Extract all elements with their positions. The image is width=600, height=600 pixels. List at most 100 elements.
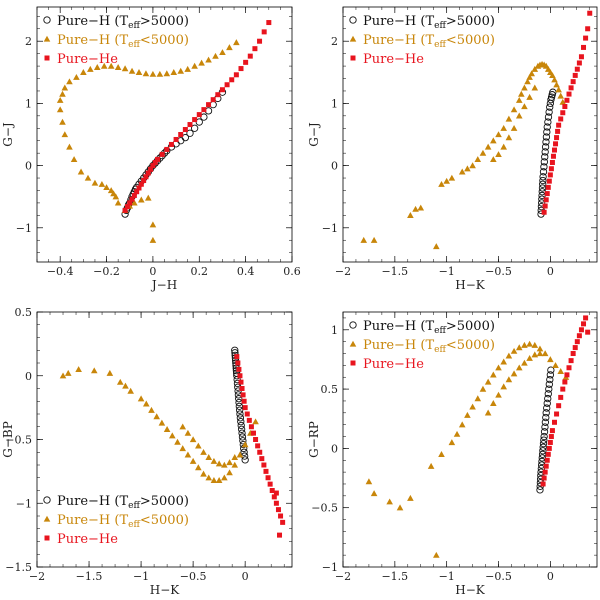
y-axis-label: G−J [1, 122, 15, 147]
data-point-triangle [515, 112, 523, 119]
data-point-triangle [114, 199, 122, 206]
data-point-triangle [484, 409, 492, 416]
data-point-circle [545, 385, 553, 393]
data-point-triangle [252, 418, 259, 425]
data-point-triangle [438, 180, 445, 187]
y-tick-label: −0.5 [5, 434, 32, 447]
data-point-triangle [87, 65, 94, 72]
data-point-circle [237, 417, 245, 426]
data-point-triangle [70, 156, 78, 163]
data-point-triangle [484, 143, 492, 150]
data-point-circle [543, 404, 551, 412]
panel-top-left: −0.4 −0.2 0 0.2 0.4 0.6 −1 0 1 2 J−H G−J Pure−H (Tef… [1, 6, 301, 292]
legend-marker-circle [349, 16, 357, 24]
legend-label: Pure−He [57, 52, 118, 67]
x-tick-label: −0.2 [93, 265, 120, 278]
data-point-circle [539, 440, 548, 448]
x-tick-label: −0.5 [485, 570, 512, 583]
data-point-triangle [474, 395, 482, 402]
data-point-triangle [448, 439, 456, 446]
x-tick-label: −0.5 [180, 570, 207, 583]
data-point-triangle [370, 236, 378, 243]
data-point-triangle [464, 165, 471, 172]
panel-top-right: −2 −1.5 −1 −0.5 0 −1 0 1 2 H−K G−J Pure−H (Teff>500… [307, 6, 598, 292]
data-point-square [564, 97, 570, 103]
data-point-triangle [144, 194, 152, 201]
data-point-square [234, 354, 240, 360]
data-point-square [242, 405, 248, 411]
y-axis-label: G−RP [307, 421, 321, 458]
data-point-triangle [98, 180, 106, 187]
data-point-square [247, 53, 253, 59]
data-point-triangle [559, 98, 567, 105]
data-point-triangle [521, 341, 528, 348]
data-point-circle [539, 443, 547, 451]
data-point-triangle [200, 470, 207, 477]
data-point-circle [239, 437, 247, 445]
data-point-triangle [490, 156, 497, 163]
data-point-triangle [205, 56, 212, 63]
data-point-triangle [360, 236, 368, 243]
data-point-square [127, 200, 133, 206]
data-point-triangle [443, 177, 450, 184]
data-point-circle [236, 410, 244, 418]
data-point-triangle [221, 461, 228, 468]
y-tick-label: −1 [322, 222, 338, 235]
data-point-square [233, 72, 239, 78]
data-point-square [555, 128, 561, 134]
data-point-triangle [75, 366, 82, 373]
data-point-triangle [521, 84, 528, 91]
data-point-triangle [212, 52, 219, 59]
data-point-square [562, 104, 568, 110]
data-point-square [273, 500, 279, 506]
data-point-triangle [61, 131, 69, 138]
data-point-triangle [500, 383, 507, 390]
data-point-triangle [505, 352, 513, 359]
data-point-circle [543, 399, 551, 407]
data-point-square [548, 434, 554, 440]
data-point-triangle [521, 359, 528, 366]
data-point-circle [540, 432, 548, 441]
data-point-triangle [547, 356, 554, 363]
data-point-triangle [179, 423, 187, 430]
data-point-square [257, 449, 263, 455]
data-point-circle [540, 436, 548, 444]
data-point-triangle [189, 457, 197, 464]
data-point-square [566, 365, 572, 371]
data-point-triangle [386, 498, 393, 505]
data-point-square [250, 430, 256, 436]
data-point-triangle [163, 426, 171, 432]
data-point-triangle [407, 494, 414, 501]
data-point-triangle [407, 212, 414, 218]
data-point-square [546, 178, 552, 184]
data-point-circle [235, 406, 244, 414]
data-point-circle [240, 448, 248, 456]
data-point-square [585, 329, 591, 335]
legend-marker-square [350, 360, 356, 366]
data-point-square [206, 102, 212, 108]
data-point-square [545, 184, 551, 190]
y-axis-label: G−J [307, 122, 321, 147]
data-point-square [150, 163, 156, 169]
series-triangle [360, 60, 567, 250]
data-point-triangle [396, 504, 404, 511]
x-axis-label: H−K [455, 583, 486, 597]
data-point-circle [238, 433, 247, 441]
data-point-circle [236, 414, 245, 422]
legend-marker-square [350, 55, 356, 61]
data-point-square [275, 507, 281, 513]
data-point-circle [547, 366, 555, 374]
data-point-square [560, 386, 566, 392]
series-triangle [56, 39, 240, 243]
data-point-triangle [458, 421, 466, 428]
data-point-circle [539, 447, 547, 455]
data-point-triangle [103, 184, 110, 191]
data-point-square [238, 379, 244, 385]
data-point-square [141, 178, 147, 184]
x-tick-label: −2 [29, 570, 45, 583]
data-point-circle [539, 173, 547, 181]
legend-label: Pure−He [363, 357, 424, 372]
data-point-square [542, 469, 548, 475]
data-point-triangle [177, 67, 185, 74]
data-point-square [541, 209, 547, 215]
